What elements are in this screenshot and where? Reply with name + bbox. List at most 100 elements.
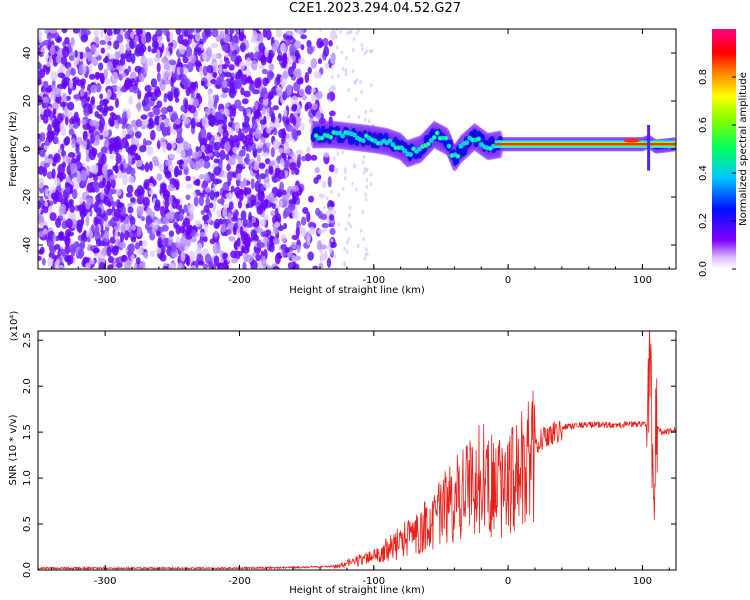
spectrogram-noise-blob: [287, 203, 296, 212]
spectrogram-noise-blob: [140, 216, 146, 222]
spectrogram-noise-blob: [345, 56, 348, 61]
spectrogram-noise-blob: [99, 39, 107, 46]
spectrogram-noise-blob: [193, 179, 200, 186]
spectrogram-noise-blob: [55, 217, 62, 228]
spectrogram-noise-blob: [245, 156, 251, 166]
spectrogram-noise-blob: [327, 176, 332, 188]
spectrogram-noise-blob: [123, 229, 129, 241]
spectrogram-noise-blob: [152, 156, 159, 164]
spectrogram-noise-blob: [202, 51, 207, 61]
spectrogram-noise-blob: [226, 171, 233, 182]
spectrogram-noise-blob: [259, 218, 267, 227]
spec-ytick-label: 40: [22, 47, 33, 60]
spectrogram-noise-blob: [120, 224, 126, 233]
spectrogram-noise-blob: [44, 86, 53, 93]
spectrogram-noise-blob: [184, 99, 189, 110]
spectrogram-noise-blob: [230, 155, 236, 166]
spectrogram-noise-blob: [344, 68, 347, 73]
spectrogram-noise-blob: [169, 31, 174, 41]
spec-ytick-label: -40: [22, 237, 33, 253]
spectrogram-noise-blob: [86, 182, 94, 193]
spectrogram-noise-blob: [279, 157, 285, 168]
spectrogram-noise-blob: [111, 71, 119, 83]
spectrogram-noise-blob: [331, 85, 335, 90]
spectrogram-noise-blob: [206, 64, 214, 74]
spectrogram-noise-blob: [287, 66, 295, 78]
spectrogram-noise-blob: [281, 130, 287, 139]
spectrogram-noise-blob: [183, 140, 189, 152]
spectrogram-noise-blob: [164, 159, 173, 167]
spectrogram-noise-blob: [227, 121, 233, 128]
spectrogram-noise-blob: [261, 255, 267, 267]
spectrogram-noise-blob: [186, 183, 193, 189]
spectrogram-noise-blob: [320, 213, 328, 221]
spectrogram-noise-blob: [365, 177, 369, 182]
spectrogram-noise-blob: [94, 218, 102, 225]
spectrogram-noise-blob: [57, 148, 63, 154]
spectrogram-noise-blob: [49, 45, 56, 56]
spectrogram-noise-blob: [199, 127, 207, 139]
spectrogram-noise-blob: [185, 234, 193, 240]
spectrogram-noise-blob: [81, 140, 88, 147]
spectrogram-noise-blob: [257, 190, 265, 202]
spectrogram-noise-blob: [108, 116, 115, 127]
spectrogram-noise-blob: [39, 150, 46, 158]
spectrogram-noise-blob: [217, 119, 224, 125]
spectrogram-noise-blob: [85, 156, 90, 163]
spectrogram-noise-blob: [330, 29, 337, 41]
spectrogram-noise-blob: [166, 142, 172, 151]
spectrogram-noise-blob: [164, 170, 172, 179]
spectrogram-noise-blob: [109, 154, 114, 160]
spectrogram-noise-blob: [255, 142, 263, 149]
spectrogram-noise-blob: [369, 181, 373, 186]
spectrogram-noise-blob: [119, 231, 125, 243]
spectrogram-noise-blob: [92, 247, 100, 254]
spectrogram-noise-blob: [54, 87, 62, 98]
spectrogram-noise-blob: [343, 167, 347, 172]
spectrogram-noise-blob: [177, 136, 184, 144]
spectrogram-noise-blob: [357, 244, 360, 249]
spectrogram-noise-blob: [286, 84, 293, 96]
spectrogram-noise-blob: [73, 123, 79, 130]
spectrogram-noise-blob: [65, 186, 71, 193]
spectrogram-noise-blob: [289, 162, 297, 171]
spectrogram-noise-blob: [65, 69, 71, 78]
spectrogram-noise-blob: [301, 94, 307, 101]
spectrogram-noise-blob: [260, 231, 267, 237]
spectrogram-noise-blob: [177, 262, 184, 269]
ridge-green: [364, 134, 368, 138]
spectrogram-noise-blob: [148, 189, 155, 196]
spectrogram-noise-blob: [259, 173, 266, 180]
spectrogram-noise-blob: [109, 111, 116, 118]
spectrogram-noise-blob: [67, 152, 76, 159]
spectrogram-noise-blob: [230, 216, 238, 222]
spectrogram-noise-blob: [191, 175, 196, 181]
spectrogram-noise-blob: [106, 29, 113, 37]
spectrogram-noise-blob: [95, 134, 100, 144]
spectrogram-noise-blob: [219, 58, 223, 66]
spectrogram-noise-blob: [293, 40, 302, 49]
spectrogram-noise-blob: [329, 247, 332, 252]
spectrogram-noise-blob: [225, 193, 233, 199]
spectrogram-noise-blob: [156, 49, 161, 60]
spectrogram-noise-blob: [186, 61, 194, 73]
spectrogram-noise-blob: [277, 169, 285, 180]
spectrogram-noise-blob: [354, 97, 358, 102]
spectrogram-noise-blob: [146, 57, 154, 67]
ridge-cyan: [360, 138, 366, 144]
spectrogram-noise-blob: [245, 203, 250, 209]
spectrogram-noise-blob: [213, 218, 221, 228]
spectrogram-noise-blob: [364, 192, 367, 197]
spectrogram-noise-blob: [234, 138, 240, 148]
spectrogram-noise-blob: [209, 189, 215, 201]
spectrogram-noise-blob: [89, 258, 95, 265]
spectrogram-noise-blob: [229, 29, 235, 33]
spectrogram-noise-blob: [276, 73, 281, 83]
spectrogram-noise-blob: [202, 155, 211, 162]
spectrogram-noise-blob: [362, 237, 365, 242]
spectrogram-noise-blob: [44, 29, 50, 34]
spectrogram-noise-blob: [180, 250, 186, 263]
spectrogram-noise-blob: [100, 191, 104, 201]
spectrogram-noise-blob: [363, 117, 367, 122]
